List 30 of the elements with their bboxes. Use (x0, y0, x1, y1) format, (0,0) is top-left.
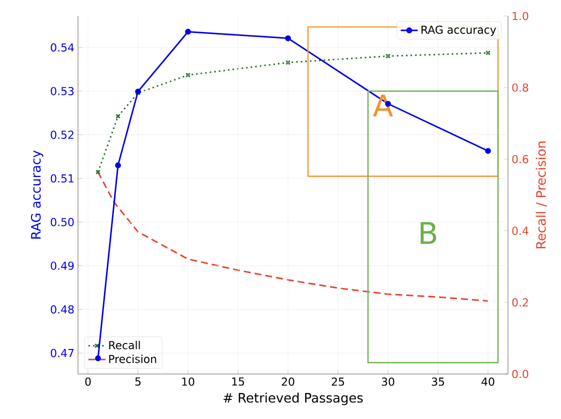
y-tick-label: 0.50 (50, 218, 74, 226)
x-tick-label: 15 (232, 378, 244, 386)
x-tick-label: 35 (432, 378, 444, 386)
y2-tick-label: 0.8 (512, 83, 528, 92)
x-axis-title: # Retrieved Passages (224, 392, 363, 406)
annotation: B (420, 222, 436, 244)
x-tick-label: 10 (182, 378, 194, 386)
y-tick-label: 0.49 (50, 262, 74, 270)
y-tick-label: 0.52 (50, 130, 74, 139)
x-tick-label: 0 (85, 378, 91, 386)
x-tick-label: 25 (332, 378, 344, 386)
y-tick-label: 0.48 (50, 305, 74, 314)
y2-tick-label: 0.4 (512, 226, 528, 235)
x-tick-label: 40 (482, 378, 494, 386)
legend-label: Precision (109, 354, 156, 364)
y-tick-label: 0.54 (50, 43, 74, 52)
x-tick-label: 5 (135, 378, 141, 386)
y-tick-label: 0.47 (50, 348, 74, 358)
x-tick-label: 20 (282, 378, 294, 386)
y2-tick-label: 0.2 (512, 298, 528, 307)
y2-tick-label: 0.6 (512, 155, 528, 164)
y-tick-label: 0.53 (50, 86, 74, 96)
y2-tick-label: 0.0 (512, 370, 528, 378)
legend-label: Recall (109, 340, 140, 350)
x-tick-label: 30 (382, 378, 394, 386)
y-tick-label: 0.51 (50, 174, 74, 183)
y2-axis-title: Recall / Precision (536, 142, 547, 248)
y-axis-title: RAG accuracy (30, 150, 44, 239)
legend-label: RAG accuracy (422, 26, 496, 36)
y2-tick-label: 1.0 (512, 12, 528, 20)
